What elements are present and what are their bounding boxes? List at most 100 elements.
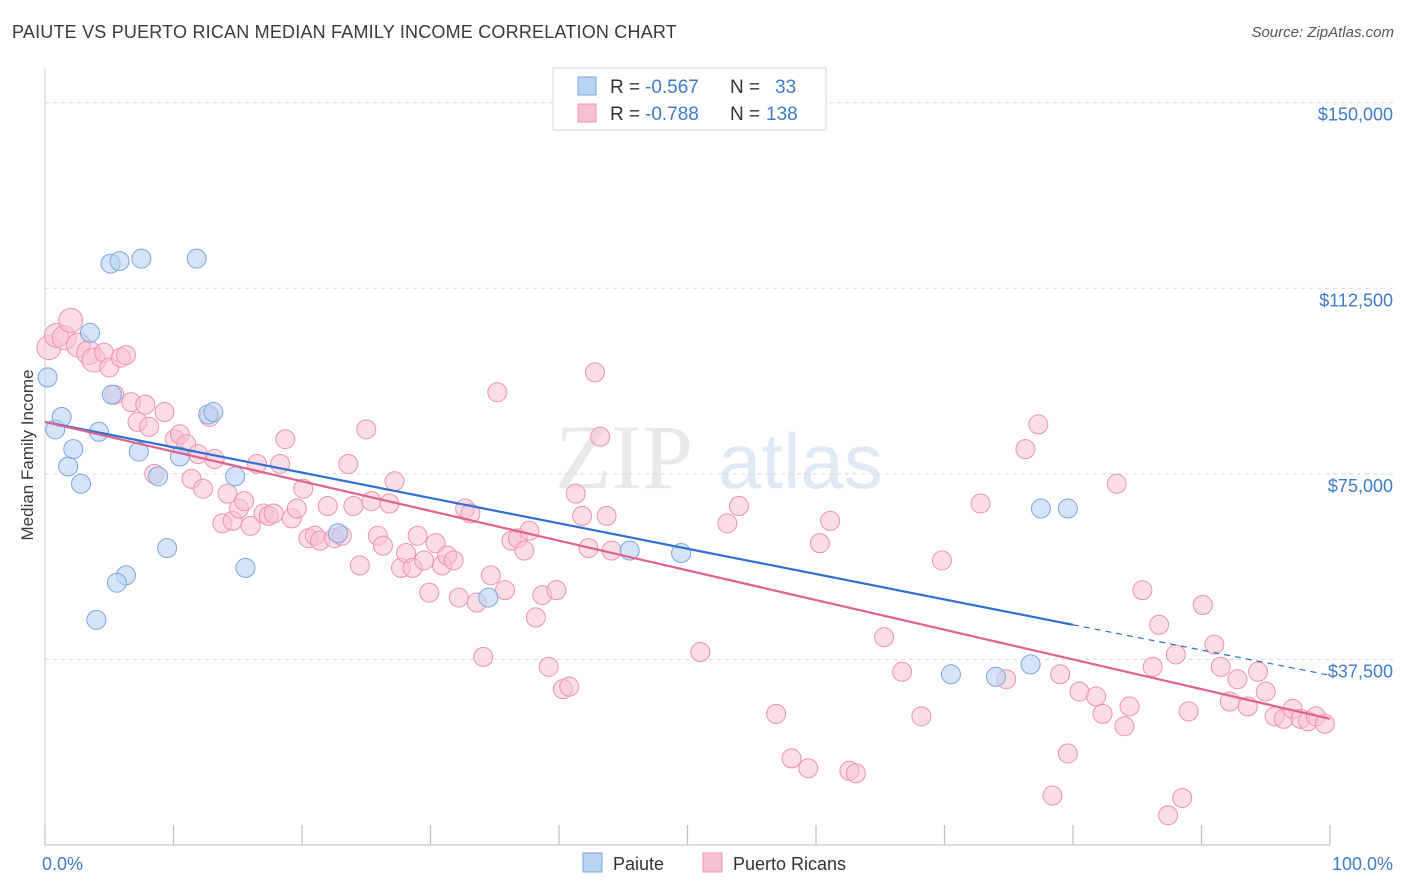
puerto-rican-point xyxy=(135,394,156,415)
puerto-rican-point xyxy=(58,307,84,333)
puerto-rican-point xyxy=(717,513,738,534)
puerto-rican-point xyxy=(809,533,830,554)
series-legend: Paiute Puerto Ricans xyxy=(582,852,846,874)
paiute-trend-line xyxy=(44,420,1074,626)
puerto-rican-point xyxy=(1248,661,1269,682)
puerto-rican-point xyxy=(1178,701,1199,722)
puerto-rican-point xyxy=(448,587,469,608)
puerto-rican-point xyxy=(217,483,238,504)
bottom-legend-puerto-ricans: Puerto Ricans xyxy=(733,854,846,874)
paiute-point xyxy=(985,666,1006,687)
paiute-point xyxy=(86,609,107,630)
legend-pr-r-label: R = xyxy=(610,104,640,125)
x-tick-labels: 0.0% 100.0% xyxy=(42,854,1393,874)
paiute-point xyxy=(157,538,178,559)
paiute-point xyxy=(79,322,100,343)
puerto-rican-point xyxy=(343,496,364,517)
puerto-rican-point xyxy=(970,493,991,514)
paiute-point xyxy=(148,466,169,487)
paiute-point xyxy=(235,557,256,578)
puerto-rican-point xyxy=(1015,439,1036,460)
puerto-rican-point xyxy=(487,382,508,403)
watermark: ZIP atlas xyxy=(555,406,883,508)
paiute-point xyxy=(37,367,58,388)
puerto-rican-point xyxy=(361,491,382,512)
legend-pr-swatch xyxy=(577,103,597,123)
puerto-rican-point xyxy=(1192,595,1213,616)
puerto-rican-points xyxy=(36,307,1335,826)
puerto-rican-point xyxy=(820,510,841,531)
paiute-point xyxy=(131,248,152,269)
paiute-point xyxy=(940,664,961,685)
puerto-rican-point xyxy=(1172,787,1193,808)
paiute-point xyxy=(203,402,224,423)
puerto-rican-point xyxy=(931,550,952,571)
paiute-point xyxy=(58,456,79,477)
puerto-rican-point xyxy=(1149,614,1170,635)
puerto-rican-point xyxy=(139,416,160,437)
puerto-rican-point xyxy=(1086,686,1107,707)
legend-paiute-r-label: R = xyxy=(610,77,640,98)
puerto-rican-point xyxy=(407,525,428,546)
puerto-rican-point xyxy=(473,646,494,667)
legend-paiute-r-value: -0.567 xyxy=(645,77,699,98)
y-tick-label: $37,500 xyxy=(1328,661,1393,681)
puerto-rican-point xyxy=(892,661,913,682)
puerto-rican-point xyxy=(495,580,516,601)
puerto-rican-point xyxy=(572,505,593,526)
puerto-rican-point xyxy=(154,402,175,423)
puerto-rican-point xyxy=(338,453,359,474)
puerto-rican-point xyxy=(1210,656,1231,677)
puerto-rican-point xyxy=(596,505,617,526)
legend-pr-n-label: N = xyxy=(730,104,760,125)
legend-pr-r-value: -0.788 xyxy=(645,104,699,125)
trend-lines xyxy=(44,420,1331,720)
puerto-rican-point xyxy=(519,520,540,541)
puerto-rican-point xyxy=(1158,805,1179,826)
legend-paiute-n-label: N = xyxy=(730,77,760,98)
puerto-rican-point xyxy=(286,498,307,519)
paiute-point xyxy=(1030,498,1051,519)
legend-paiute-swatch xyxy=(577,76,597,96)
puerto-rican-point xyxy=(781,748,802,769)
puerto-rican-point xyxy=(766,703,787,724)
puerto-rican-point xyxy=(1114,716,1135,737)
puerto-rican-point xyxy=(690,642,711,663)
puerto-rican-point xyxy=(1119,696,1140,717)
puerto-rican-point xyxy=(1255,681,1276,702)
puerto-rican-point xyxy=(317,496,338,517)
puerto-rican-point xyxy=(115,345,136,366)
x-tick-label-min: 0.0% xyxy=(42,854,83,874)
puerto-rican-point xyxy=(480,565,501,586)
puerto-rican-point xyxy=(193,478,214,499)
puerto-rican-point xyxy=(798,758,819,779)
puerto-rican-point xyxy=(590,426,611,447)
puerto-rican-point xyxy=(525,607,546,628)
paiute-point xyxy=(186,248,207,269)
puerto-rican-point xyxy=(293,478,314,499)
x-tick-label-max: 100.0% xyxy=(1332,854,1393,874)
chart-title: PAIUTE VS PUERTO RICAN MEDIAN FAMILY INC… xyxy=(12,22,677,42)
bottom-legend-pr-swatch xyxy=(702,852,723,873)
puerto-rican-point xyxy=(1050,664,1071,685)
legend-paiute-n-value: 33 xyxy=(775,77,796,98)
paiute-point xyxy=(128,441,149,462)
puerto-rican-point xyxy=(1227,669,1248,690)
puerto-rican-point xyxy=(1165,644,1186,665)
axes xyxy=(44,68,1331,846)
puerto-rican-point xyxy=(1132,580,1153,601)
puerto-rican-point xyxy=(1092,703,1113,724)
bottom-legend-paiute: Paiute xyxy=(613,854,664,874)
puerto-rican-point xyxy=(414,550,435,571)
puerto-rican-point xyxy=(546,580,567,601)
puerto-rican-point xyxy=(263,503,284,524)
puerto-rican-point xyxy=(1042,785,1063,806)
paiute-point xyxy=(70,473,91,494)
puerto-rican-point xyxy=(372,535,393,556)
paiute-points xyxy=(37,248,1078,687)
puerto-rican-point xyxy=(845,763,866,784)
puerto-rican-trend-line xyxy=(44,420,1331,720)
paiute-point xyxy=(109,251,130,272)
y-axis-title: Median Family Income xyxy=(18,369,37,540)
